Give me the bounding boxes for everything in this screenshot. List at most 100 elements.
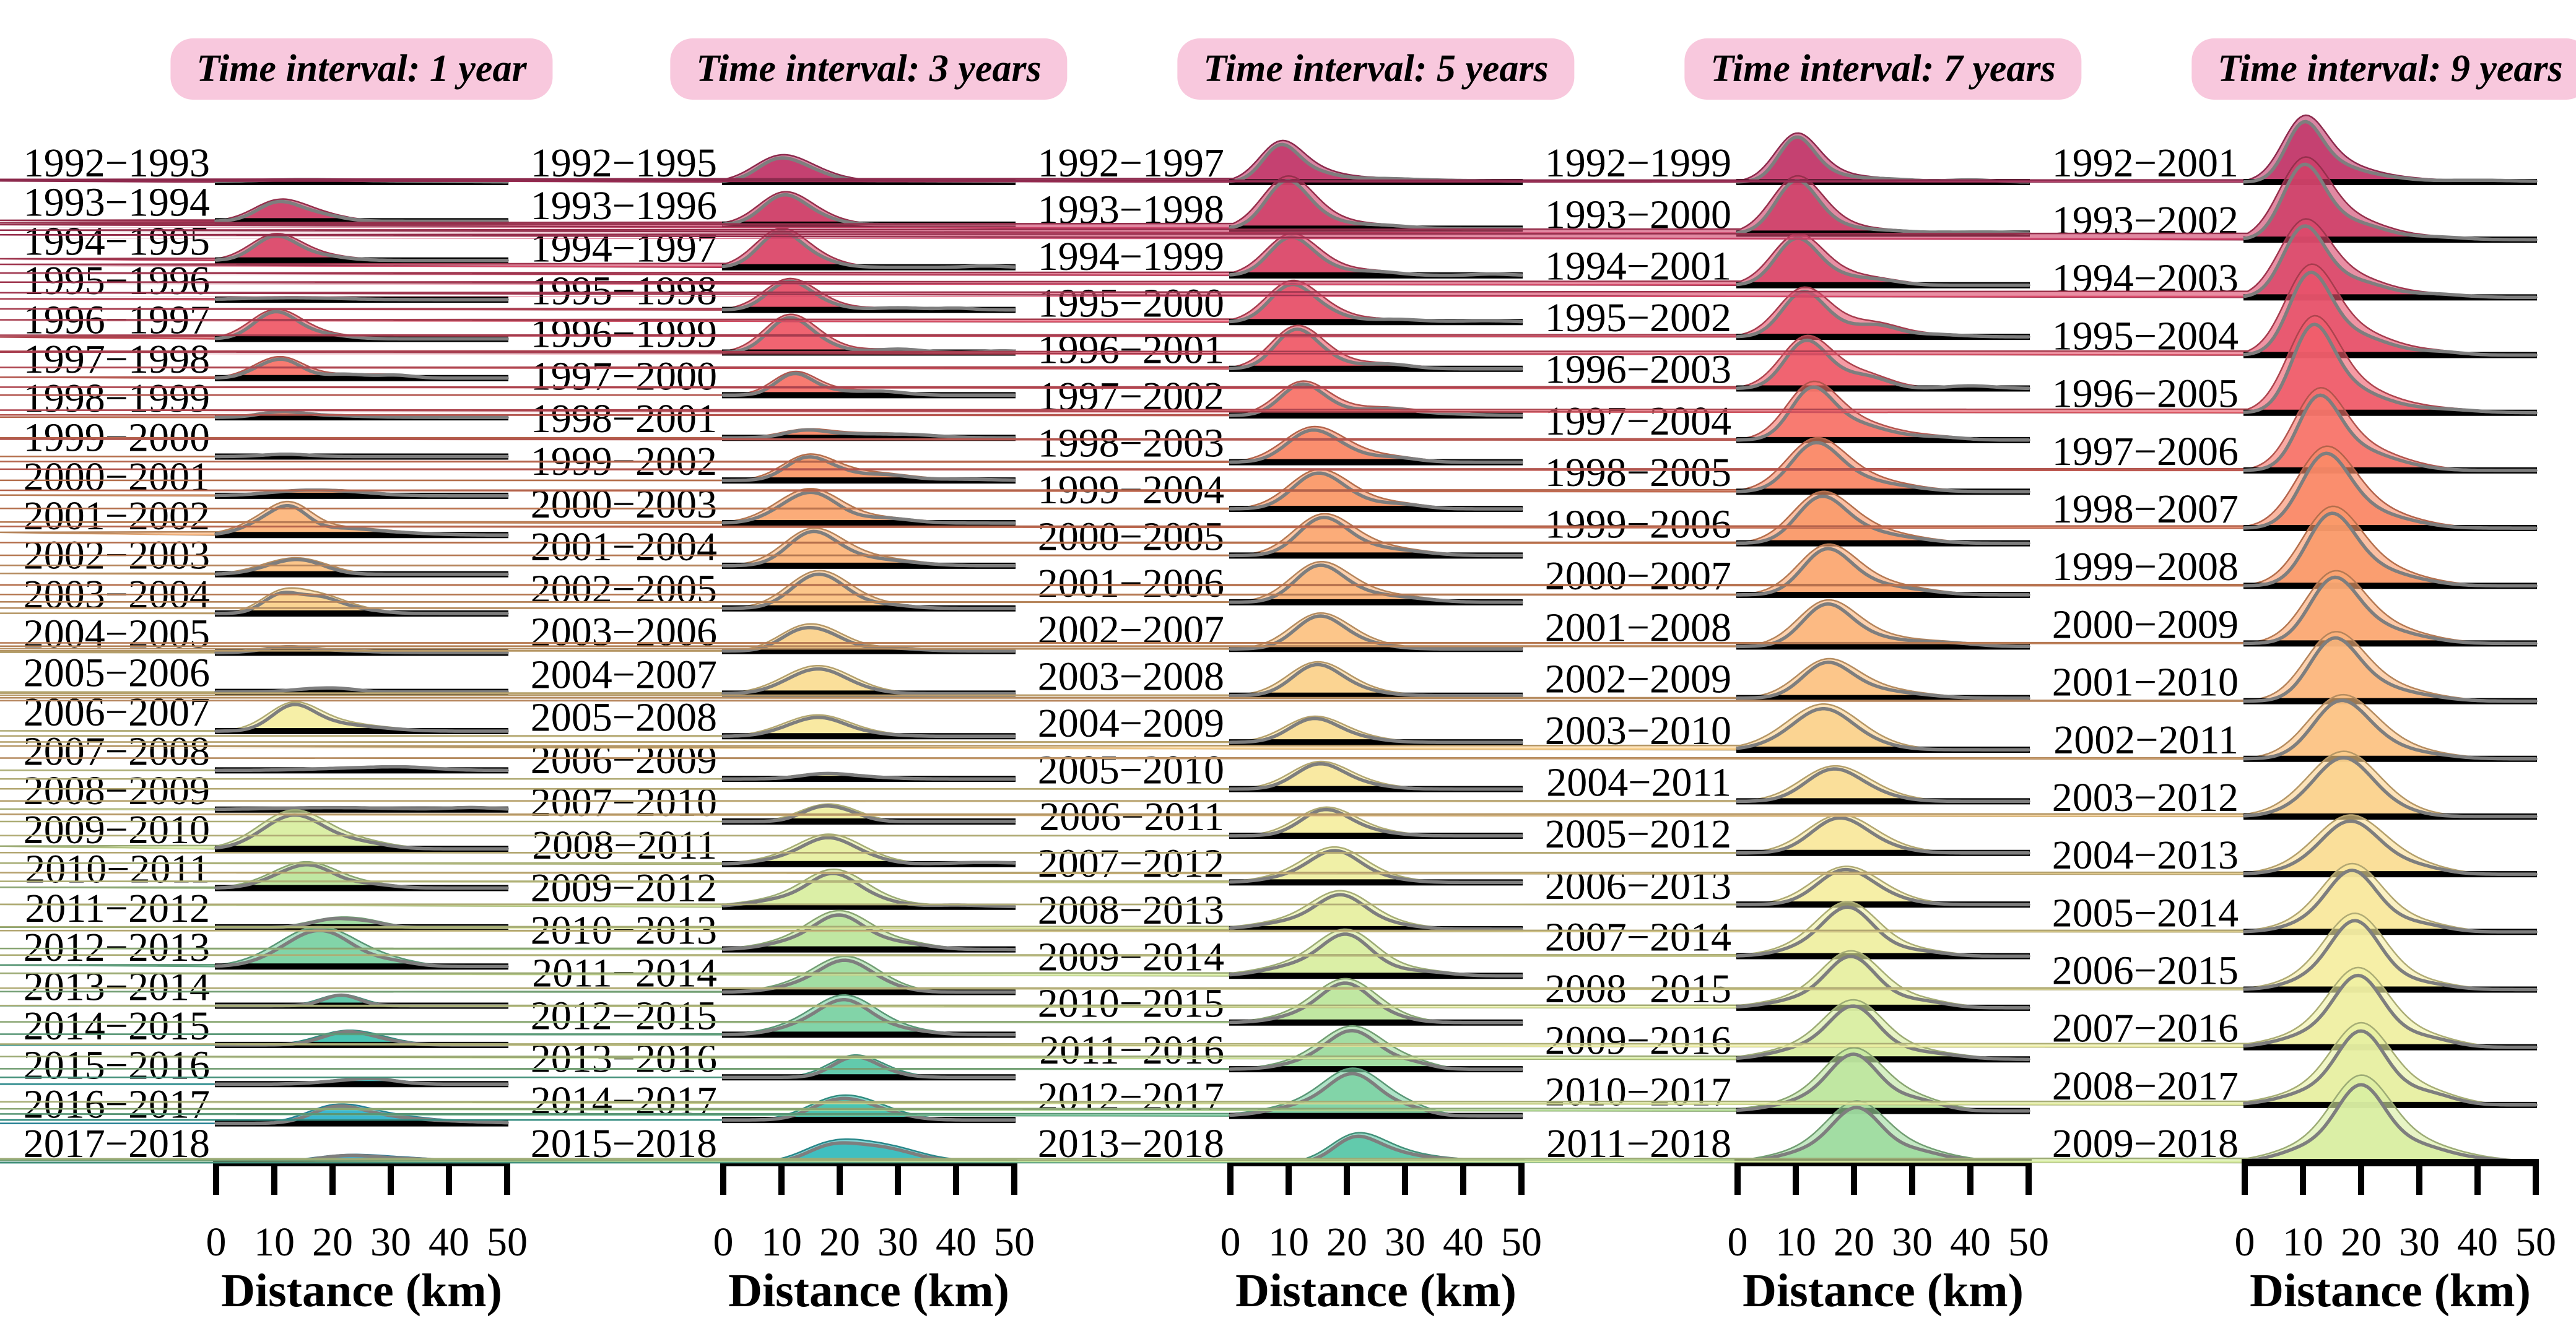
row-label: 2001−2010 — [2052, 660, 2239, 705]
x-tick-label: 20 — [2341, 1220, 2382, 1265]
x-tick-label: 20 — [1326, 1220, 1367, 1265]
row-label: 1992−1999 — [1545, 141, 1731, 186]
row-label: 2008−2013 — [1038, 888, 1224, 933]
panel-title-pill-7yr: Time interval: 7 years — [1684, 38, 2082, 100]
density-area — [0, 272, 2536, 355]
x-tick-label: 50 — [2008, 1220, 2049, 1265]
x-tick-label: 50 — [994, 1220, 1035, 1265]
density-outline — [2243, 819, 2538, 876]
row-label: 2007−2012 — [1038, 841, 1224, 886]
density-outline — [1229, 893, 1523, 931]
density-outline — [1229, 516, 1523, 558]
row-label: 2004−2005 — [24, 611, 210, 656]
density-area — [0, 281, 1014, 310]
density-outline — [1229, 761, 1523, 791]
density-area — [0, 717, 1014, 737]
density-area — [0, 238, 2029, 285]
density-outline — [214, 199, 509, 223]
density-area — [0, 137, 2029, 183]
density-area — [0, 815, 507, 849]
density-area — [0, 565, 1521, 602]
density-outline — [1736, 867, 2030, 906]
x-tick-label: 20 — [1834, 1220, 1874, 1265]
density-area — [0, 442, 2029, 492]
row-label: 1992−1993 — [24, 141, 210, 186]
density-area — [0, 758, 2536, 817]
density-area — [0, 1054, 2029, 1111]
row-label: 2012−2015 — [531, 993, 717, 1038]
x-tick-label: 0 — [1728, 1220, 1748, 1265]
density-area — [0, 669, 1014, 694]
density-area — [0, 164, 2536, 240]
row-label: 1998−2003 — [1038, 421, 1224, 466]
panel-title: Time interval: 9 years — [2217, 48, 2563, 90]
density-area — [0, 1030, 1521, 1070]
x-axis-label: Distance (km) — [2250, 1265, 2531, 1317]
row-label: 2005−2012 — [1545, 812, 1731, 857]
x-tick-label: 10 — [2282, 1220, 2323, 1265]
x-tick-label: 0 — [713, 1220, 734, 1265]
density-area — [0, 838, 1014, 864]
row-label: 1993−1996 — [531, 183, 717, 228]
density-area — [0, 473, 1521, 509]
density-outline — [721, 771, 1016, 781]
density-area — [0, 851, 1521, 883]
row-label: 2007−2014 — [1545, 915, 1731, 960]
density-outline — [2243, 1083, 2538, 1164]
density-outline — [1736, 338, 2030, 391]
density-area — [0, 1006, 2029, 1060]
density-outline — [2243, 973, 2538, 1049]
density-outline — [1229, 428, 1523, 464]
panel-title-pill-9yr: Time interval: 9 years — [2191, 38, 2576, 100]
row-label: 1998−2001 — [531, 396, 717, 441]
row-label: 2015−2016 — [24, 1043, 210, 1088]
density-area — [0, 232, 1014, 267]
density-outline — [214, 410, 509, 419]
density-outline — [214, 357, 509, 380]
density-area — [0, 662, 2029, 698]
density-outline — [214, 452, 509, 459]
density-outline — [721, 804, 1016, 823]
row-label: 1993−1994 — [24, 180, 210, 225]
density-area — [0, 395, 2536, 470]
x-tick-label: 10 — [1775, 1220, 1816, 1265]
row-label: 1997−2006 — [2052, 429, 2239, 474]
row-label: 1995−2002 — [1545, 295, 1731, 340]
density-outline — [2243, 119, 2538, 184]
density-area — [0, 548, 2029, 595]
x-tick-label: 40 — [1443, 1220, 1484, 1265]
row-label: 2003−2008 — [1038, 654, 1224, 700]
density-outline — [1229, 282, 1523, 324]
row-label: 2009−2014 — [1038, 934, 1224, 979]
density-area — [0, 934, 1521, 976]
density-outline — [1736, 290, 2030, 339]
x-tick-label: 10 — [254, 1220, 295, 1265]
row-label: 2005−2006 — [24, 651, 210, 696]
panel-title: Time interval: 3 years — [696, 48, 1042, 90]
density-outline — [1736, 955, 2030, 1010]
density-outline — [1736, 905, 2030, 958]
density-area — [0, 915, 1014, 950]
row-label: 1998−2005 — [1545, 450, 1731, 495]
density-outline — [214, 1077, 509, 1086]
density-area — [0, 291, 2029, 337]
density-outline — [2243, 756, 2538, 818]
density-area — [0, 983, 1521, 1023]
row-label: 2000−2003 — [531, 482, 717, 527]
density-outline — [2243, 575, 2538, 646]
row-label: 2000−2007 — [1545, 553, 1731, 599]
x-tick-label: 0 — [2235, 1220, 2255, 1265]
density-outline — [721, 279, 1016, 312]
row-label: 2010−2017 — [1545, 1070, 1731, 1115]
row-label: 2002−2007 — [1038, 607, 1224, 652]
x-tick-label: 20 — [312, 1220, 353, 1265]
density-outline — [721, 716, 1016, 739]
x-tick-label: 0 — [206, 1220, 227, 1265]
row-label: 1999−2008 — [2052, 544, 2239, 589]
row-label: 2011−2012 — [25, 886, 210, 931]
density-area — [0, 999, 1014, 1035]
row-label: 2002−2009 — [1545, 657, 1731, 702]
density-outline — [214, 686, 509, 694]
